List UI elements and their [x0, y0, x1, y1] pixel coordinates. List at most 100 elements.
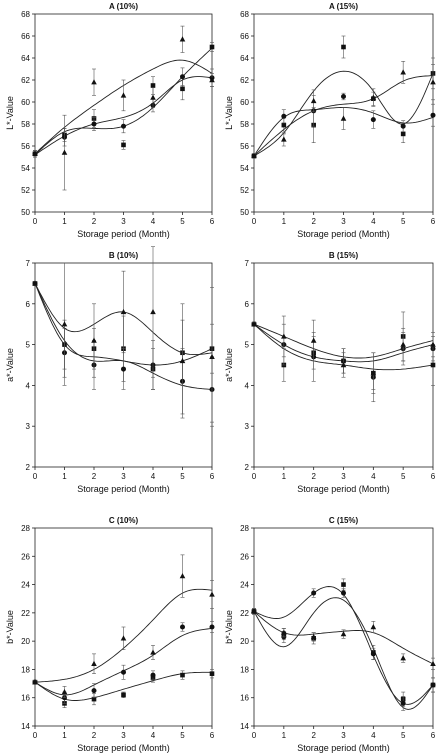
y-tick-label: 22 — [240, 609, 249, 618]
chart-title: A (15%) — [329, 2, 358, 11]
data-point-square — [341, 582, 346, 587]
x-tick-label: 4 — [371, 472, 376, 481]
data-point-square — [150, 83, 156, 88]
x-tick-label: 4 — [151, 217, 156, 226]
data-point-triangle — [150, 94, 156, 100]
data-point-triangle — [61, 149, 68, 155]
data-point-triangle — [150, 308, 156, 315]
data-point-triangle — [370, 370, 377, 376]
data-point-triangle — [120, 635, 127, 641]
y-tick-label: 62 — [240, 76, 249, 85]
data-point-triangle — [400, 655, 406, 661]
y-axis-label: a*-Value — [224, 348, 234, 382]
data-point-triangle — [430, 660, 436, 666]
y-tick-label: 64 — [240, 54, 249, 63]
x-tick-label: 1 — [62, 731, 67, 740]
x-tick-label: 5 — [401, 472, 406, 481]
x-tick-label: 2 — [92, 472, 97, 481]
y-tick-label: 56 — [240, 142, 249, 151]
x-tick-label: 5 — [180, 731, 185, 740]
data-point-circle — [400, 123, 406, 129]
series-square — [251, 578, 436, 710]
x-tick-label: 1 — [282, 731, 287, 740]
data-point-circle — [370, 117, 376, 123]
data-point-triangle — [310, 97, 317, 104]
data-point-triangle — [251, 152, 257, 159]
x-tick-label: 0 — [33, 472, 38, 481]
data-point-circle — [121, 366, 126, 372]
x-tick-label: 5 — [401, 731, 406, 740]
y-tick-label: 50 — [240, 208, 249, 217]
data-point-circle — [341, 590, 346, 596]
chart-panel-6: C (15%) 0 1 2 3 4 5 6 14 16 18 20 22 24 26 28 Storage pe… — [224, 516, 436, 753]
data-point-triangle — [310, 633, 317, 640]
x-tick-label: 6 — [210, 217, 215, 226]
data-point-triangle — [61, 689, 68, 695]
data-point-triangle — [400, 341, 406, 347]
data-point-triangle — [340, 362, 347, 368]
data-point-triangle — [120, 92, 127, 98]
chart-panel-5: C (10%) 0 1 2 3 4 5 6 14 16 18 20 22 24 26 28 Storage pe… — [5, 516, 215, 753]
data-point-triangle — [120, 308, 127, 315]
y-tick-label: 54 — [240, 164, 249, 173]
data-point-square — [341, 44, 346, 50]
x-tick-label: 6 — [210, 472, 215, 481]
data-point-circle — [150, 672, 156, 678]
data-point-triangle — [91, 660, 97, 666]
data-point-triangle — [281, 136, 287, 142]
data-point-square — [180, 86, 185, 92]
y-tick-label: 6 — [245, 300, 250, 309]
x-tick-label: 3 — [121, 731, 126, 740]
x-axis-label: Storage period (Month) — [297, 229, 390, 239]
x-tick-label: 5 — [401, 217, 406, 226]
data-point-triangle — [340, 631, 347, 637]
y-tick-label: 50 — [21, 208, 30, 217]
x-tick-label: 2 — [311, 217, 316, 226]
data-point-circle — [341, 94, 346, 99]
data-point-circle — [430, 112, 436, 118]
y-tick-label: 58 — [240, 120, 249, 129]
y-tick-label: 54 — [21, 164, 30, 173]
y-tick-label: 16 — [240, 694, 249, 703]
plot-frame — [34, 13, 213, 213]
x-tick-label: 2 — [311, 731, 316, 740]
series-triangle — [251, 60, 436, 159]
plot-frame — [253, 527, 434, 727]
x-tick-label: 2 — [311, 472, 316, 481]
x-tick-label: 2 — [92, 217, 97, 226]
data-point-triangle — [179, 573, 186, 579]
x-tick-label: 3 — [341, 731, 346, 740]
data-point-square — [209, 671, 215, 676]
chart-title: A (10%) — [109, 2, 138, 11]
x-axis-label: Storage period (Month) — [77, 229, 170, 239]
data-point-square — [180, 672, 185, 678]
data-point-triangle — [281, 333, 287, 339]
x-tick-label: 4 — [371, 731, 376, 740]
chart-panel-1: A (10%)0 1 2 3 4 5 650525456586062646668Storag… — [5, 2, 215, 239]
data-point-triangle — [91, 337, 97, 343]
chart-panel-2: A (15%)0 1 2 3 4 5 650525456586062646668Storag… — [224, 2, 436, 239]
x-tick-label: 1 — [282, 217, 287, 226]
data-point-triangle — [32, 679, 38, 685]
data-point-triangle — [61, 321, 68, 327]
x-tick-label: 1 — [282, 472, 287, 481]
data-point-circle — [180, 74, 185, 80]
y-tick-label: 7 — [26, 259, 31, 268]
data-point-triangle — [370, 94, 377, 100]
x-tick-label: 0 — [252, 472, 257, 481]
x-tick-label: 6 — [431, 472, 436, 481]
series-triangle — [32, 554, 215, 699]
data-point-square — [91, 696, 97, 702]
y-tick-label: 64 — [21, 54, 30, 63]
y-tick-label: 28 — [240, 524, 249, 533]
y-tick-label: 7 — [245, 259, 250, 268]
y-tick-label: 14 — [240, 722, 249, 731]
data-point-triangle — [209, 591, 215, 597]
y-tick-label: 20 — [21, 637, 30, 646]
x-tick-label: 4 — [151, 472, 156, 481]
data-point-triangle — [340, 115, 347, 121]
data-point-triangle — [430, 341, 436, 347]
chart-panel-4: B (15%) 0 1 2 3 4 5 6 2 3 4 5 6 7 Storage period (Mont… — [224, 251, 436, 494]
y-axis-label: L*-Value — [224, 96, 234, 130]
y-axis-label: a*-Value — [5, 348, 15, 382]
